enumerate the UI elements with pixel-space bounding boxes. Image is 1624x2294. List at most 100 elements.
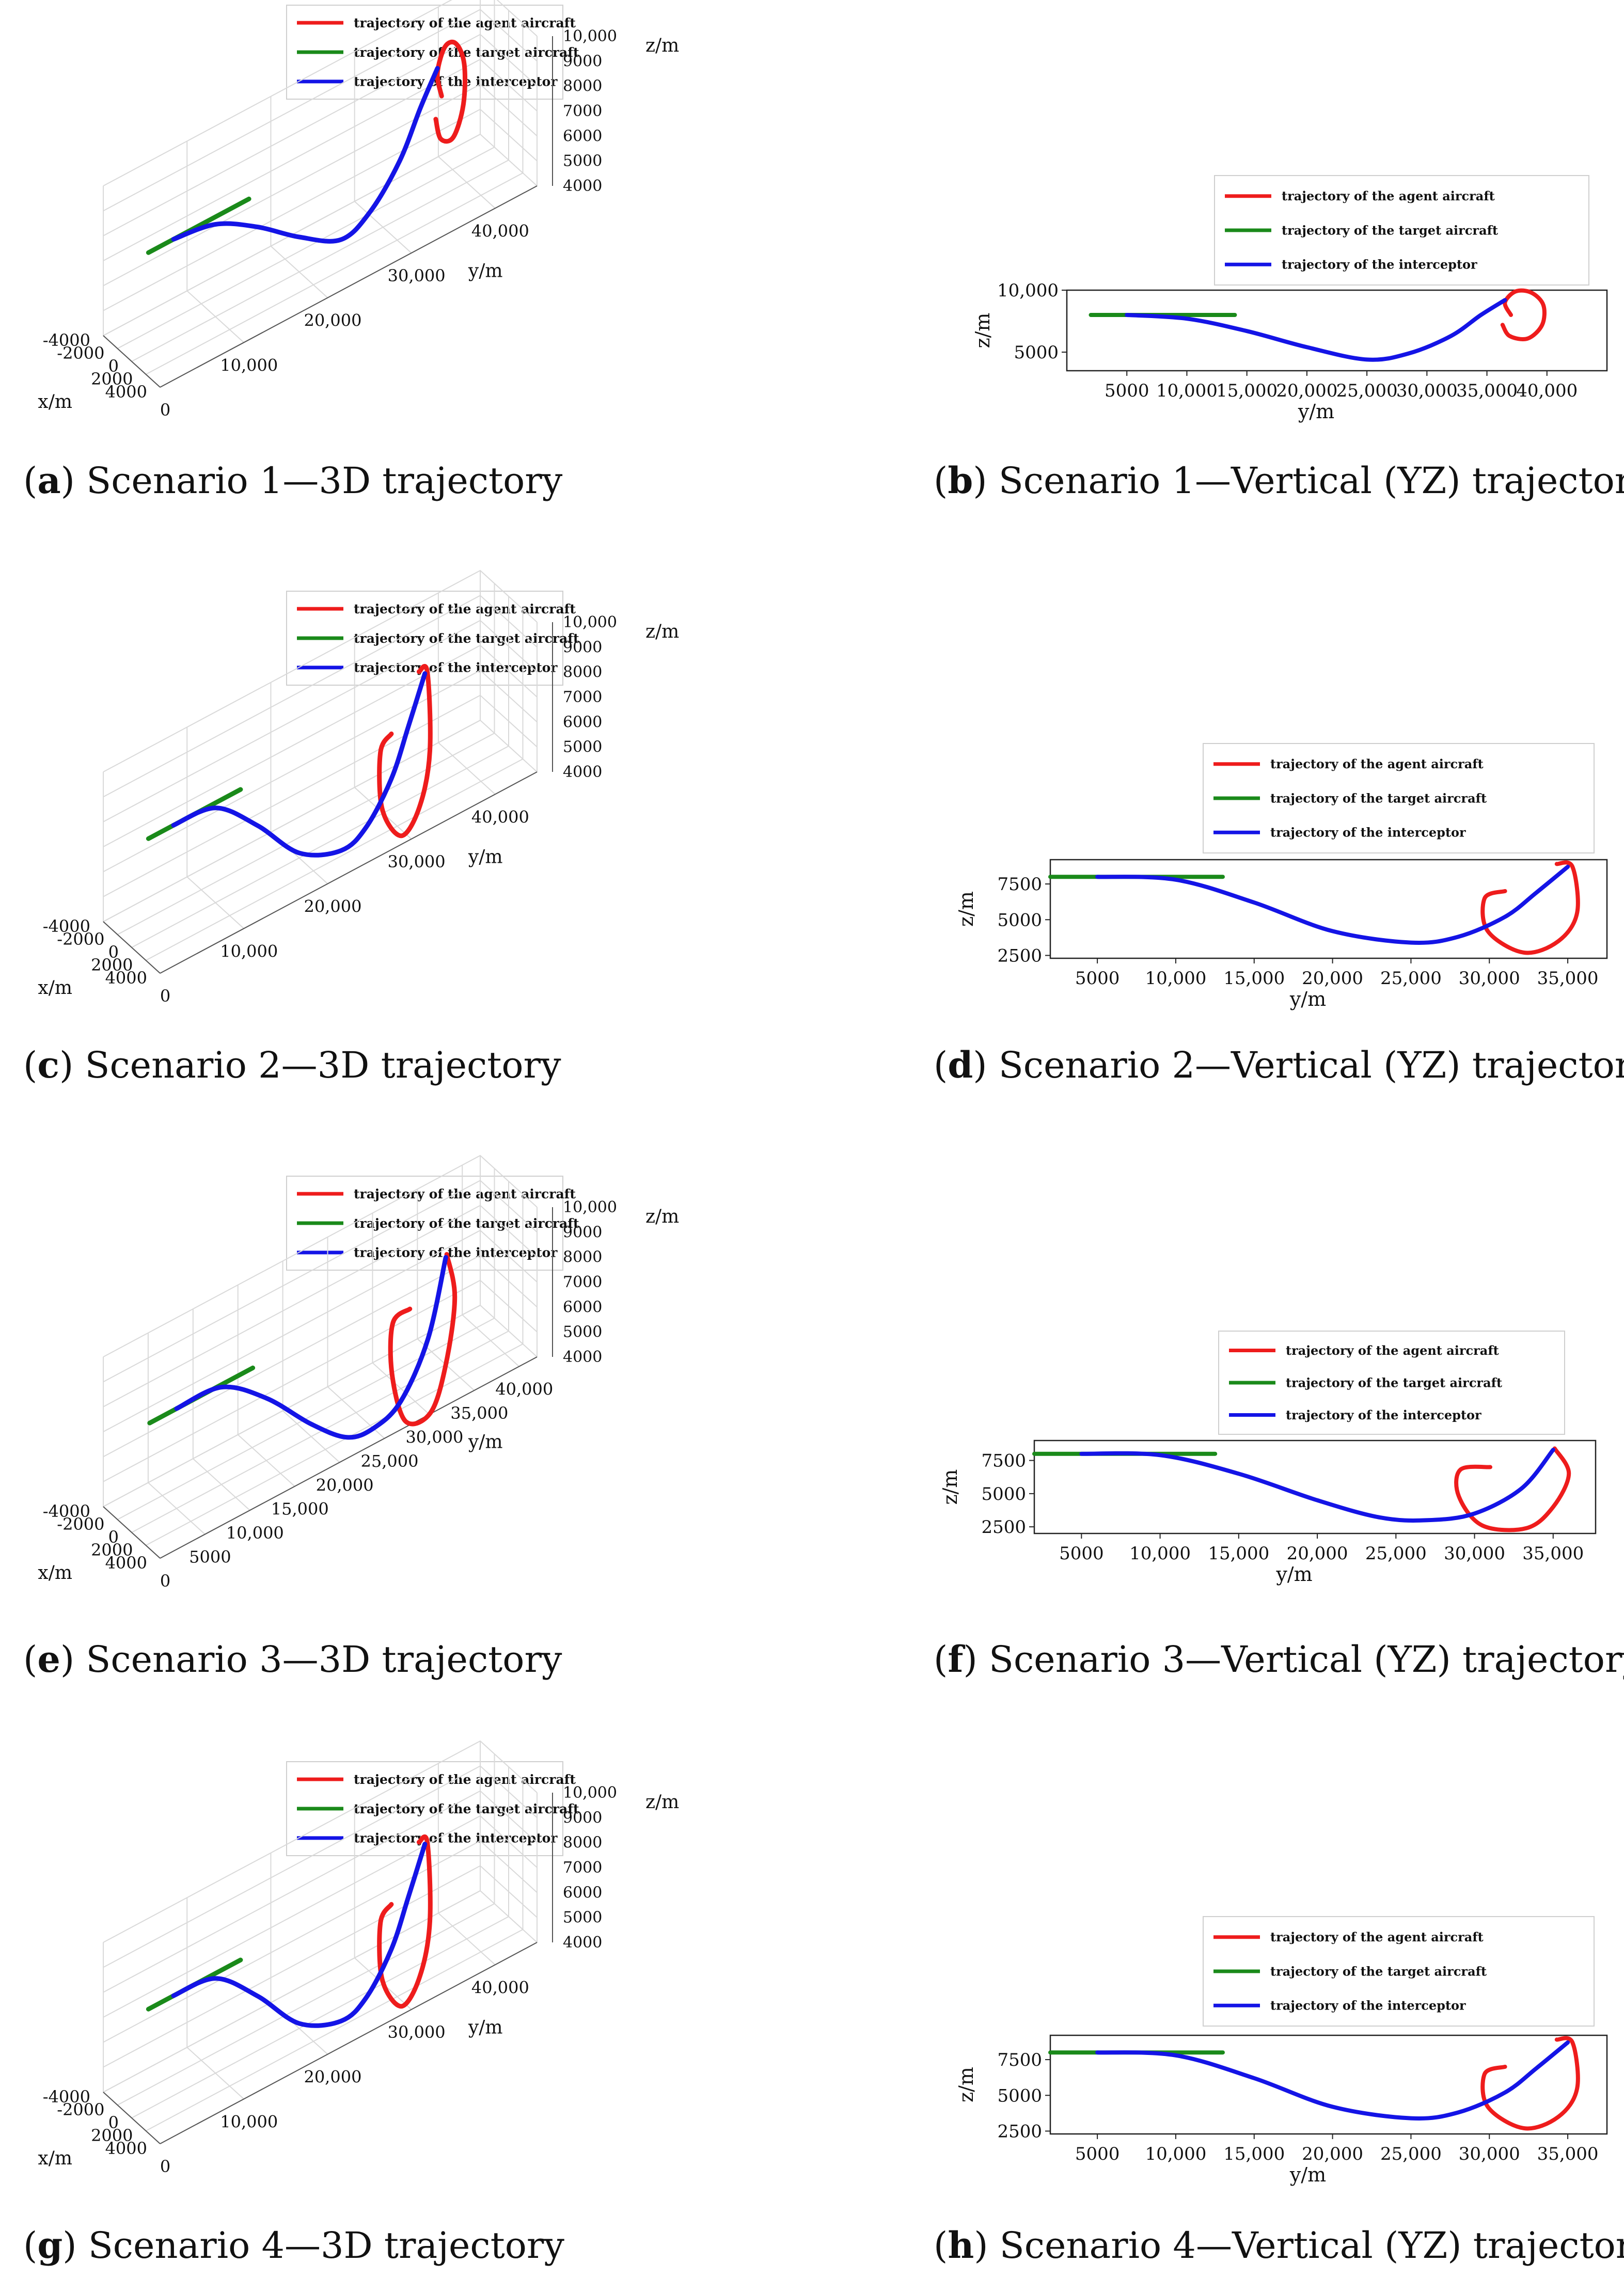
z-axis-label-e: z/m: [645, 1206, 679, 1227]
x-tick-label-f: 30,000: [1444, 1543, 1505, 1564]
y-tick-label-g: 40,000: [471, 1977, 529, 1997]
x-tick-label-b: 20,000: [1276, 381, 1337, 401]
x-tick-label-h: 10,000: [1145, 2144, 1206, 2164]
legend-label-target-b: trajectory of the target aircraft: [1282, 223, 1498, 238]
x-axis-line-e: [103, 1506, 161, 1559]
y-axis-label-c: y/m: [468, 846, 503, 867]
z-tick-label-a: 10,000: [563, 27, 617, 45]
x-tick-label-g: -4000: [43, 2087, 90, 2107]
x-tick-label-h: 35,000: [1537, 2144, 1599, 2164]
x-tick-label-f: 15,000: [1208, 1543, 1269, 1564]
grid-line-y-a: [270, 96, 328, 298]
y-axis-line-c: [160, 771, 538, 974]
x-tick-label-h: 30,000: [1459, 2144, 1520, 2164]
panel-e-caption: (e) Scenario 3—3D trajectory: [23, 1638, 562, 1681]
z-tick-label-a: 7000: [563, 102, 602, 120]
legend-label-interceptor-h: trajectory of the interceptor: [1270, 1998, 1466, 2013]
grid-line-z-c: [103, 644, 538, 847]
z-tick-label-g: 7000: [563, 1859, 602, 1877]
grid-line-z-g: [103, 1765, 538, 1968]
z-tick-label-g: 5000: [563, 1909, 602, 1927]
z-axis-label-c: z/m: [645, 621, 679, 642]
grid-line-z-c: [103, 620, 538, 822]
x-tick-label-b: 40,000: [1516, 381, 1578, 401]
series-line-interceptor-e: [174, 1255, 448, 1440]
y-tick-label-b: 5000: [1014, 342, 1059, 363]
x-tick-label-f: 10,000: [1129, 1543, 1191, 1564]
grid-line-z-g: [103, 1790, 538, 1993]
grid-line-z-c: [103, 670, 538, 873]
grid-line-z-e: [103, 1279, 538, 1482]
y-tick-label-e: 25,000: [361, 1451, 419, 1471]
series-line-interceptor-b: [1125, 298, 1507, 362]
y-tick-label-g: 30,000: [388, 2022, 446, 2042]
y-tick-label-g: 20,000: [304, 2067, 361, 2087]
y-tick-label-h: 7500: [997, 2050, 1042, 2070]
panel-e-3d-trajectory: trajectory of the agent aircrafttrajecto…: [38, 1154, 679, 1591]
plot-frame-h: [1049, 2034, 1608, 2135]
grid-line-z-c: [103, 569, 538, 772]
x-tick-label-a: -4000: [43, 330, 90, 350]
y-tick-label-c: 40,000: [471, 807, 529, 827]
grid-line-z-e: [103, 1229, 538, 1432]
x-tick-label-h: 15,000: [1223, 2144, 1285, 2164]
series-line-interceptor-g: [171, 1842, 428, 2028]
y-tick-label-e: 0: [160, 1571, 170, 1591]
grid-line-z-g: [103, 1890, 538, 2093]
panel-b-yz-trajectory: trajectory of the agent aircraft trajecto…: [971, 175, 1608, 423]
plot-frame-d: [1049, 859, 1608, 959]
y-tick-label-e: 20,000: [316, 1475, 374, 1495]
grid-line-z-a: [103, 0, 538, 186]
x-tick-label-b: 25,000: [1336, 381, 1398, 401]
x-tick-label-b: 15,000: [1216, 381, 1278, 401]
y-axis-label-b: z/m: [971, 313, 994, 349]
grid-line-y-g: [186, 1897, 244, 2100]
y-tick-label-f: 5000: [981, 1484, 1026, 1505]
y-axis-line-e: [160, 1356, 538, 1559]
panel-g-3d-trajectory: trajectory of the agent aircrafttrajecto…: [38, 1740, 679, 2176]
z-tick-label-e: 6000: [563, 1298, 602, 1316]
grid-line-z-g: [103, 1740, 538, 1943]
z-tick-label-e: 4000: [563, 1348, 602, 1366]
y-axis-label-f: z/m: [939, 1469, 961, 1505]
plot-frame-f: [1033, 1439, 1597, 1534]
z-tick-label-a: 4000: [563, 177, 602, 195]
z-axis-label-a: z/m: [645, 35, 679, 56]
z-tick-label-g: 6000: [563, 1884, 602, 1902]
legend-label-target-f: trajectory of the target aircraft: [1286, 1375, 1502, 1390]
legend-label-agent-h: trajectory of the agent aircraft: [1270, 1929, 1484, 1944]
y-tick-label-b: 10,000: [997, 280, 1059, 301]
x-tick-label-g: 0: [108, 2113, 119, 2132]
legend-label-interceptor-a: trajectory of the interceptor: [354, 74, 558, 89]
x-tick-label-h: 5000: [1075, 2144, 1120, 2164]
z-tick-label-a: 9000: [563, 52, 602, 70]
y-tick-label-h: 2500: [997, 2121, 1042, 2142]
legend-label-agent-d: trajectory of the agent aircraft: [1270, 756, 1484, 771]
y-tick-label-e: 10,000: [226, 1523, 284, 1543]
x-tick-label-f: 20,000: [1287, 1543, 1348, 1564]
legend-label-target-e: trajectory of the target aircraft: [354, 1216, 579, 1231]
x-axis-line-a: [103, 335, 161, 388]
legend-label-target-h: trajectory of the target aircraft: [1270, 1964, 1487, 1979]
grid-line-y-a: [186, 141, 244, 343]
x-tick-label-a: 2000: [91, 369, 133, 389]
x-tick-label-e: 0: [108, 1527, 119, 1547]
z-tick-label-e: 9000: [563, 1223, 602, 1241]
grid-line-z-e: [103, 1154, 538, 1357]
y-axis-label-e: y/m: [468, 1431, 503, 1452]
panel-b-caption: (b) Scenario 1—Vertical (YZ) trajectory: [934, 459, 1624, 502]
panel-a-3d-trajectory: trajectory of the agent aircrafttrajecto…: [38, 0, 679, 420]
grid-line-y-e: [192, 1309, 250, 1511]
y-tick-label-g: 0: [160, 2157, 170, 2176]
grid-line-y-e: [237, 1285, 295, 1487]
panel-c-3d-trajectory: trajectory of the agent aircrafttrajecto…: [38, 569, 679, 1006]
panel-g-caption: (g) Scenario 4—3D trajectory: [23, 2224, 564, 2267]
series-line-interceptor-f: [1079, 1448, 1555, 1523]
legend-label-target-d: trajectory of the target aircraft: [1270, 790, 1487, 805]
grid-line-z-a: [103, 108, 538, 311]
x-tick-label-d: 20,000: [1302, 968, 1363, 989]
x-tick-label-e: -2000: [57, 1514, 104, 1534]
x-tick-label-d: 25,000: [1380, 968, 1442, 989]
legend-label-interceptor-c: trajectory of the interceptor: [354, 660, 558, 675]
panel-d-caption: (d) Scenario 2—Vertical (YZ) trajectory: [934, 1043, 1624, 1086]
